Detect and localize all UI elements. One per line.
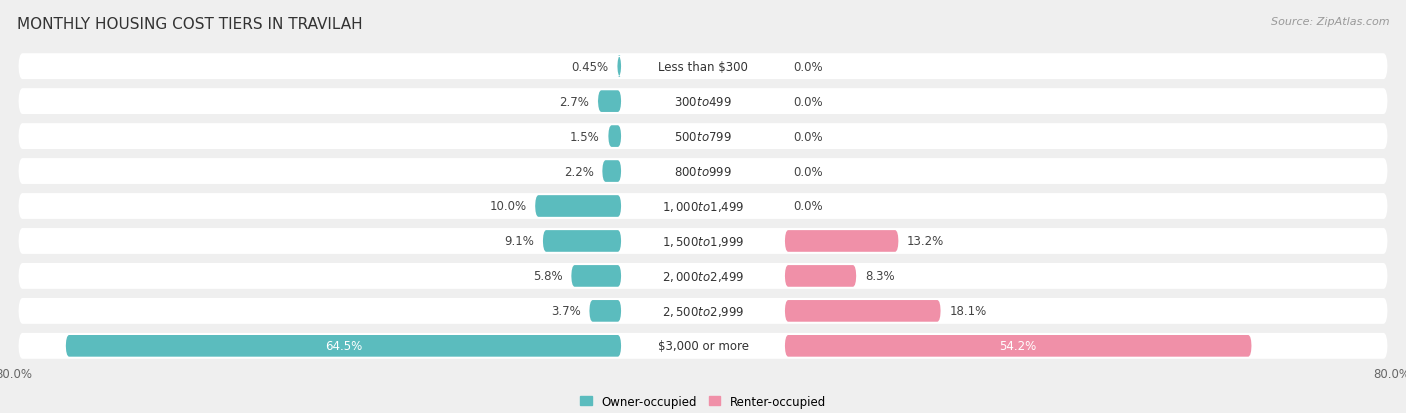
FancyBboxPatch shape (589, 300, 621, 322)
Text: 3.7%: 3.7% (551, 305, 581, 318)
Text: 9.1%: 9.1% (505, 235, 534, 248)
Text: 0.0%: 0.0% (793, 95, 823, 108)
Text: 1.5%: 1.5% (569, 130, 599, 143)
Text: 18.1%: 18.1% (949, 305, 987, 318)
Text: 0.0%: 0.0% (793, 200, 823, 213)
Text: $2,500 to $2,999: $2,500 to $2,999 (662, 304, 744, 318)
Text: $3,000 or more: $3,000 or more (658, 339, 748, 352)
FancyBboxPatch shape (18, 228, 1388, 254)
Text: $1,500 to $1,999: $1,500 to $1,999 (662, 235, 744, 248)
FancyBboxPatch shape (18, 298, 1388, 324)
Text: MONTHLY HOUSING COST TIERS IN TRAVILAH: MONTHLY HOUSING COST TIERS IN TRAVILAH (17, 17, 363, 31)
FancyBboxPatch shape (785, 230, 898, 252)
Text: 0.0%: 0.0% (793, 165, 823, 178)
FancyBboxPatch shape (18, 89, 1388, 115)
FancyBboxPatch shape (785, 300, 941, 322)
Text: $500 to $799: $500 to $799 (673, 130, 733, 143)
Text: 64.5%: 64.5% (325, 339, 363, 352)
FancyBboxPatch shape (543, 230, 621, 252)
FancyBboxPatch shape (617, 56, 621, 78)
Text: $1,000 to $1,499: $1,000 to $1,499 (662, 199, 744, 214)
FancyBboxPatch shape (18, 333, 1388, 359)
FancyBboxPatch shape (785, 335, 1251, 357)
Text: 0.45%: 0.45% (572, 61, 609, 74)
FancyBboxPatch shape (571, 266, 621, 287)
Text: $2,000 to $2,499: $2,000 to $2,499 (662, 269, 744, 283)
Text: 54.2%: 54.2% (1000, 339, 1036, 352)
FancyBboxPatch shape (18, 54, 1388, 80)
Text: 13.2%: 13.2% (907, 235, 945, 248)
Text: 2.2%: 2.2% (564, 165, 593, 178)
Text: Source: ZipAtlas.com: Source: ZipAtlas.com (1271, 17, 1389, 26)
FancyBboxPatch shape (785, 266, 856, 287)
Text: 5.8%: 5.8% (533, 270, 562, 283)
FancyBboxPatch shape (602, 161, 621, 183)
FancyBboxPatch shape (536, 196, 621, 217)
FancyBboxPatch shape (18, 194, 1388, 219)
Text: 2.7%: 2.7% (560, 95, 589, 108)
Text: 10.0%: 10.0% (489, 200, 526, 213)
FancyBboxPatch shape (18, 159, 1388, 185)
Legend: Owner-occupied, Renter-occupied: Owner-occupied, Renter-occupied (579, 395, 827, 408)
Text: $300 to $499: $300 to $499 (673, 95, 733, 108)
FancyBboxPatch shape (18, 263, 1388, 289)
Text: 0.0%: 0.0% (793, 61, 823, 74)
Text: $800 to $999: $800 to $999 (673, 165, 733, 178)
FancyBboxPatch shape (66, 335, 621, 357)
Text: Less than $300: Less than $300 (658, 61, 748, 74)
FancyBboxPatch shape (598, 91, 621, 113)
Text: 0.0%: 0.0% (793, 130, 823, 143)
Text: 8.3%: 8.3% (865, 270, 894, 283)
FancyBboxPatch shape (609, 126, 621, 147)
FancyBboxPatch shape (18, 124, 1388, 150)
